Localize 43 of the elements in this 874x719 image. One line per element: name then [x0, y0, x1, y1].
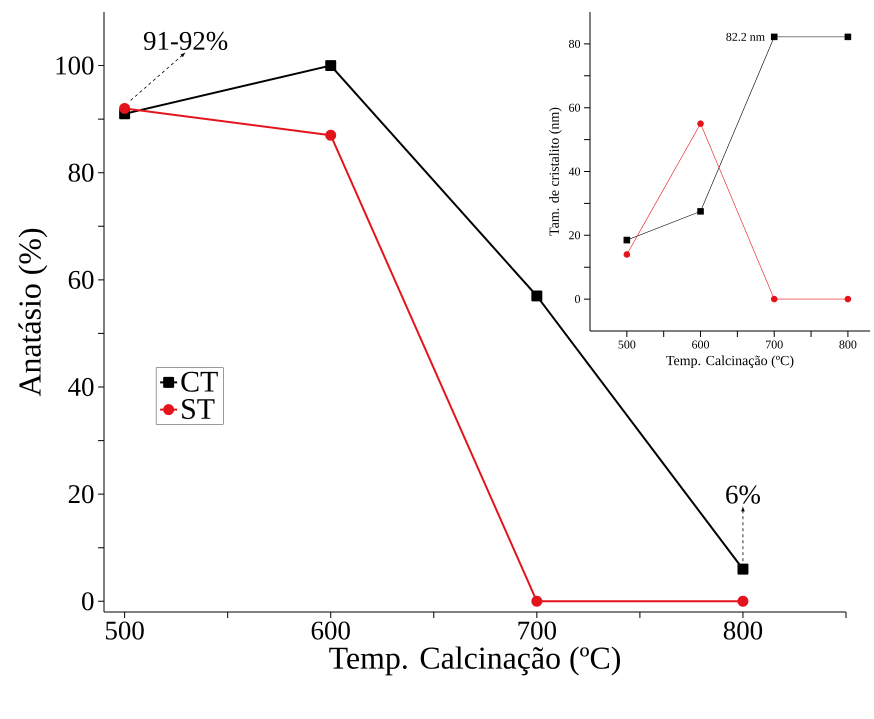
legend-label: CT: [181, 372, 218, 392]
y-tick-label: 40: [68, 378, 94, 396]
y-tick-label: 0: [82, 592, 94, 610]
x-tick-label: 800: [724, 621, 762, 640]
y-tick-label: 60: [569, 104, 580, 112]
point: [325, 130, 336, 141]
y-tick-label: 80: [68, 164, 94, 182]
point: [737, 596, 748, 607]
x-tick-label: 700: [766, 340, 783, 349]
annotation: 91-92%: [144, 32, 228, 50]
y-tick-label: 100: [56, 56, 94, 75]
point: [770, 34, 778, 40]
y-tick-label: 40: [568, 167, 580, 176]
annotation: 6%: [726, 486, 760, 504]
point: [737, 564, 748, 575]
x-tick-label: 600: [312, 621, 350, 640]
point: [770, 296, 778, 302]
x-tick-label: 700: [518, 621, 556, 640]
x-tick-label: 500: [618, 340, 636, 349]
point: [844, 296, 852, 302]
x-axis-title: Temp. Calcinação (ºC): [666, 355, 794, 368]
point: [119, 102, 130, 114]
x-tick-label: 800: [839, 340, 856, 349]
y-tick-label: 0: [574, 295, 580, 304]
annotation: 82.2 nm: [726, 32, 765, 41]
legend-label: ST: [182, 398, 215, 420]
x-tick-label: 600: [692, 340, 710, 349]
point: [531, 290, 542, 302]
point: [697, 120, 704, 127]
y-tick-label: 60: [68, 270, 94, 289]
x-axis-title: Temp. Calcinação (ºC): [329, 646, 620, 676]
point: [697, 208, 704, 215]
y-axis-title: Anatásio (%): [18, 228, 48, 396]
y-tick-label: 20: [569, 231, 580, 240]
point: [531, 596, 542, 607]
y-tick-label: 20: [68, 485, 94, 504]
y-axis-title: Tam. de cristalito (nm): [549, 108, 562, 236]
point: [624, 236, 630, 244]
point: [624, 251, 630, 258]
x-tick-label: 500: [106, 621, 144, 640]
point: [325, 60, 336, 72]
y-tick-label: 80: [569, 40, 580, 48]
point: [844, 34, 852, 40]
